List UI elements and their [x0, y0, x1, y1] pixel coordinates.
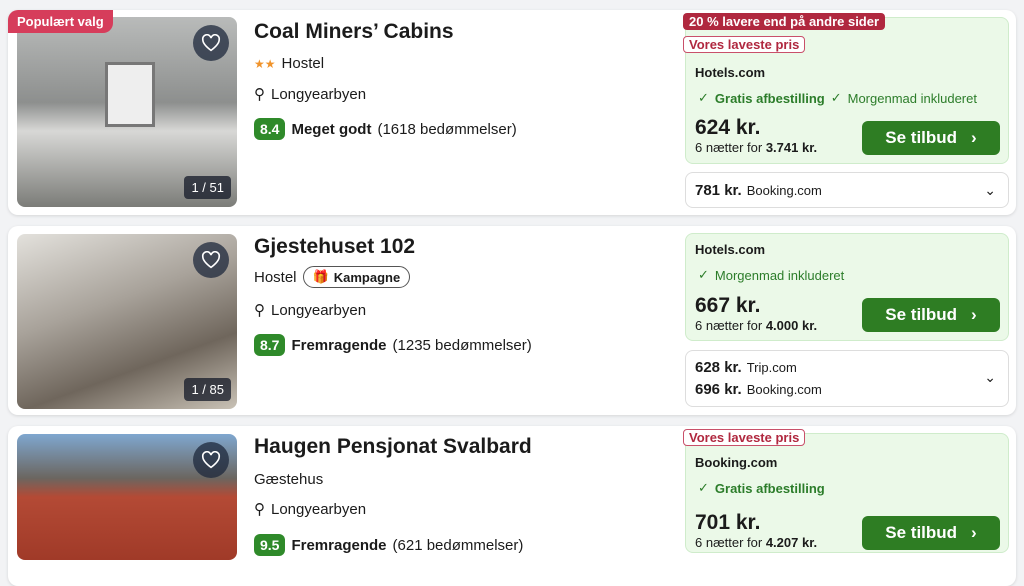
- hotel-photo[interactable]: 1 / 51: [17, 17, 237, 207]
- alt-provider: Booking.com: [746, 382, 822, 397]
- button-label: Se tilbud: [885, 128, 958, 147]
- score-badge: 8.7: [254, 334, 286, 356]
- deal-provider: Hotels.com: [695, 242, 766, 257]
- best-deal-box[interactable]: Booking.com ✓ Gratis afbestilling 701 kr.…: [685, 433, 1009, 553]
- location-pin-icon: ⚲: [254, 86, 265, 103]
- chevron-down-icon[interactable]: ⌄: [984, 369, 996, 385]
- chevron-down-icon[interactable]: ⌄: [984, 182, 996, 198]
- hotel-card[interactable]: Haugen Pensjonat Svalbard Gæstehus ⚲ Long…: [8, 426, 1016, 586]
- total-price: 4.207 kr.: [765, 535, 818, 550]
- deal-price: 667 kr.: [695, 294, 761, 317]
- feature: Morgenmad inkluderet: [847, 90, 977, 106]
- photo-counter: 1 / 51: [184, 176, 231, 199]
- check-icon: ✓: [698, 90, 709, 105]
- nights-label: 6 nætter for: [695, 535, 763, 550]
- review-count: (621 bedømmelser): [392, 536, 524, 554]
- best-deal-box[interactable]: Hotels.com ✓ Morgenmad inkluderet 667 kr.…: [685, 233, 1009, 341]
- hotel-card[interactable]: Populært valg 1 / 51 Coal Miners’ Cabins…: [8, 10, 1016, 215]
- button-label: Se tilbud: [885, 305, 958, 324]
- alt-provider: Booking.com: [746, 183, 822, 198]
- hotel-name[interactable]: Coal Miners’ Cabins: [254, 20, 454, 43]
- deal-provider: Hotels.com: [695, 65, 766, 80]
- gift-icon: 🎁: [312, 269, 329, 284]
- rating-label: Fremragende: [291, 336, 387, 354]
- best-deal-box[interactable]: Hotels.com ✓ Gratis afbestilling ✓ Morgenma…: [685, 17, 1009, 164]
- star-rating-icon: ★★: [254, 56, 276, 71]
- location-pin-icon: ⚲: [254, 501, 265, 518]
- hotel-photo[interactable]: 1 / 85: [17, 234, 237, 409]
- chevron-right-icon: ›: [971, 305, 977, 324]
- alt-price: 781 kr.: [695, 182, 742, 199]
- review-count: (1618 bedømmelser): [377, 120, 517, 138]
- hotel-name[interactable]: Gjestehuset 102: [254, 235, 416, 258]
- photo-counter: 1 / 85: [184, 378, 231, 401]
- rating-label: Meget godt: [291, 120, 372, 138]
- feature: Gratis afbestilling: [714, 480, 825, 496]
- score-badge: 8.4: [254, 118, 286, 140]
- location-pin-icon: ⚲: [254, 302, 265, 319]
- nights-label: 6 nætter for: [695, 140, 763, 155]
- feature: Morgenmad inkluderet: [714, 267, 845, 283]
- feature: Gratis afbestilling: [714, 90, 825, 106]
- hotel-type: Gæstehus: [254, 471, 324, 488]
- button-label: Se tilbud: [885, 523, 958, 542]
- see-offer-button[interactable]: Se tilbud ›: [862, 121, 1000, 155]
- popular-badge: Populært valg: [8, 10, 113, 33]
- check-icon: ✓: [830, 90, 842, 105]
- score-badge: 9.5: [254, 534, 286, 556]
- deal-price: 624 kr.: [695, 116, 761, 139]
- alt-price: 628 kr.: [695, 359, 742, 376]
- alt-price: 696 kr.: [695, 381, 742, 398]
- hotel-type: Hostel: [254, 268, 297, 286]
- see-offer-button[interactable]: Se tilbud ›: [862, 516, 1000, 550]
- lowest-price-badge: Vores laveste pris: [683, 429, 806, 446]
- check-icon: ✓: [698, 480, 709, 495]
- see-offer-button[interactable]: Se tilbud ›: [862, 298, 1000, 332]
- hotel-location: Longyearbyen: [271, 301, 367, 319]
- promo-label: Kampagne: [333, 269, 401, 285]
- alternative-prices-dropdown[interactable]: 781 kr. Booking.com ⌄: [685, 172, 1009, 208]
- hotel-name[interactable]: Haugen Pensjonat Svalbard: [254, 435, 532, 458]
- chevron-right-icon: ›: [971, 128, 977, 147]
- promo-badge: 🎁 Kampagne: [302, 266, 411, 288]
- discount-badge: 20 % lavere end på andre sider: [683, 13, 886, 30]
- favorite-heart-icon[interactable]: [193, 442, 229, 478]
- lowest-price-badge: Vores laveste pris: [683, 36, 806, 53]
- alt-provider: Trip.com: [746, 360, 797, 375]
- hotel-type: Hostel: [281, 55, 325, 72]
- rating-label: Fremragende: [291, 536, 387, 554]
- total-price: 4.000 kr.: [765, 318, 818, 333]
- review-count: (1235 bedømmelser): [392, 336, 532, 354]
- deal-provider: Booking.com: [695, 455, 778, 470]
- hotel-location: Longyearbyen: [271, 85, 367, 103]
- favorite-heart-icon[interactable]: [193, 242, 229, 278]
- alternative-prices-dropdown[interactable]: 628 kr. Trip.com 696 kr. Booking.com ⌄: [685, 350, 1009, 407]
- check-icon: ✓: [698, 267, 709, 282]
- hotel-photo[interactable]: [17, 434, 237, 560]
- nights-label: 6 nætter for: [695, 318, 763, 333]
- favorite-heart-icon[interactable]: [193, 25, 229, 61]
- total-price: 3.741 kr.: [765, 140, 818, 155]
- deal-price: 701 kr.: [695, 511, 761, 534]
- hotel-card[interactable]: 1 / 85 Gjestehuset 102 Hostel 🎁 Kampagne ⚲…: [8, 226, 1016, 415]
- hotel-location: Longyearbyen: [271, 500, 367, 518]
- chevron-right-icon: ›: [971, 523, 977, 542]
